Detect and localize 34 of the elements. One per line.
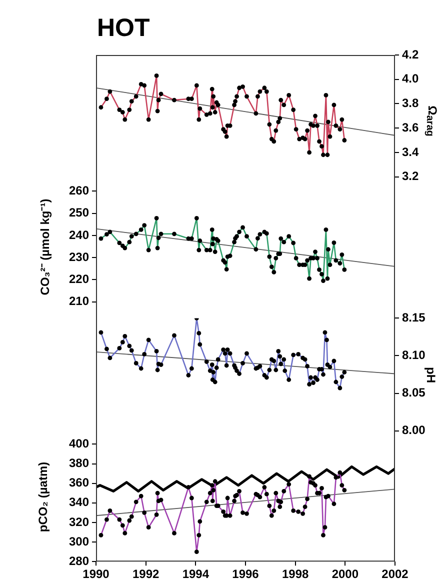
y-tick-label: 220 [68, 272, 90, 286]
x-tick-label: 2002 [382, 567, 409, 582]
y2-tick-label: 8.05 [402, 386, 426, 400]
y-tick-label: 240 [68, 228, 90, 242]
x-tick-label: 1990 [82, 567, 110, 582]
chart-title: HOT [97, 14, 150, 43]
y-tick-label: 320 [68, 514, 90, 529]
x-tick-label: 1998 [282, 567, 310, 582]
y2-tick-label: 8.10 [402, 348, 426, 362]
x-tick-label: 1996 [232, 567, 260, 582]
x-tick-label: 1994 [182, 567, 210, 582]
y2-tick-label: 4.2 [402, 47, 420, 62]
y2-tick-label: 8.00 [402, 423, 426, 438]
y-tick-label: 210 [68, 294, 90, 308]
y-tick-label: 250 [68, 206, 90, 220]
y-tick-label: 230 [68, 250, 90, 264]
x-tick-label: 2000 [332, 567, 359, 582]
y2-tick-label: 3.8 [402, 96, 420, 110]
y-tick-label: 280 [68, 554, 90, 568]
y-axis-title: pCO₂ (µatm) [36, 461, 50, 532]
y-tick-label: 360 [68, 476, 90, 490]
y-tick-label: 260 [68, 184, 90, 198]
y2-axis-title: pH [424, 366, 438, 382]
y2-tick-label: 8.15 [402, 310, 426, 325]
y2-tick-label: 3.2 [402, 169, 420, 184]
y-tick-label: 340 [68, 495, 90, 510]
y2-tick-label: 3.6 [402, 120, 420, 134]
y2-tick-label: 4.0 [402, 72, 420, 86]
y-axis-title: CO₃²⁻ (µmol kg⁻¹) [37, 198, 53, 295]
y-tick-label: 400 [68, 436, 90, 451]
y-tick-label: 380 [68, 456, 90, 470]
y-tick-label: 300 [68, 534, 90, 548]
y2-tick-label: 3.4 [402, 144, 420, 159]
x-tick-label: 1992 [132, 567, 160, 582]
